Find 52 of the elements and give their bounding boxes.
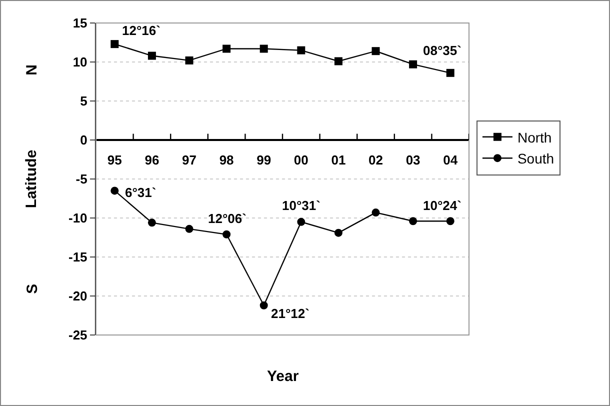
point [185,56,194,64]
y-tick-label: 15 [72,16,88,31]
y-tick-label: 5 [80,94,88,109]
x-tick-label: 00 [294,152,308,168]
point [110,186,119,195]
x-tick-label: 95 [107,152,122,168]
point [148,218,156,227]
x-tick-label: 02 [368,152,383,168]
point [409,60,418,68]
point [148,52,156,60]
point [334,228,342,237]
y-tick-label: -5 [76,172,88,187]
x-tick-label: 97 [182,152,196,168]
x-tick-label: 99 [256,152,272,168]
annotation: 10°31` [282,198,320,213]
text: N [23,64,40,76]
point [260,301,268,310]
legend-label: South [517,150,554,167]
y-tick-label: -10 [68,210,88,226]
y-tick-label: 0 [80,132,88,148]
point [297,46,306,54]
point [446,68,454,77]
x-tick-label: 04 [443,152,458,168]
point [372,47,380,56]
point [409,217,418,226]
y-tick-label: -25 [68,328,88,343]
annotation: 12°06` [208,211,246,226]
annotation: 12°16` [122,23,160,38]
point [334,57,342,66]
y-tick-label: -15 [68,250,88,265]
y-tick-label: -20 [68,288,88,304]
annotation: 08°35` [423,43,462,58]
x-tick-label: 01 [331,152,346,168]
annotation: 10°24` [423,198,462,213]
y-axis-title: Latitude [22,150,40,208]
y-tick-label: 10 [72,54,88,70]
point [110,40,119,48]
point [185,224,194,233]
text: S [24,284,41,294]
point [446,217,454,226]
point [297,218,306,226]
x-axis-title: Year [267,368,299,385]
legend-label: North [517,129,552,146]
point [222,230,231,238]
point [222,44,231,53]
x-tick-label: 98 [219,152,234,168]
point [260,44,268,53]
annotation: 21°12` [271,306,310,321]
x-tick-label: 03 [406,152,420,168]
annotation: 6°31` [125,185,156,200]
point [372,208,380,217]
x-tick-label: 96 [144,152,160,168]
